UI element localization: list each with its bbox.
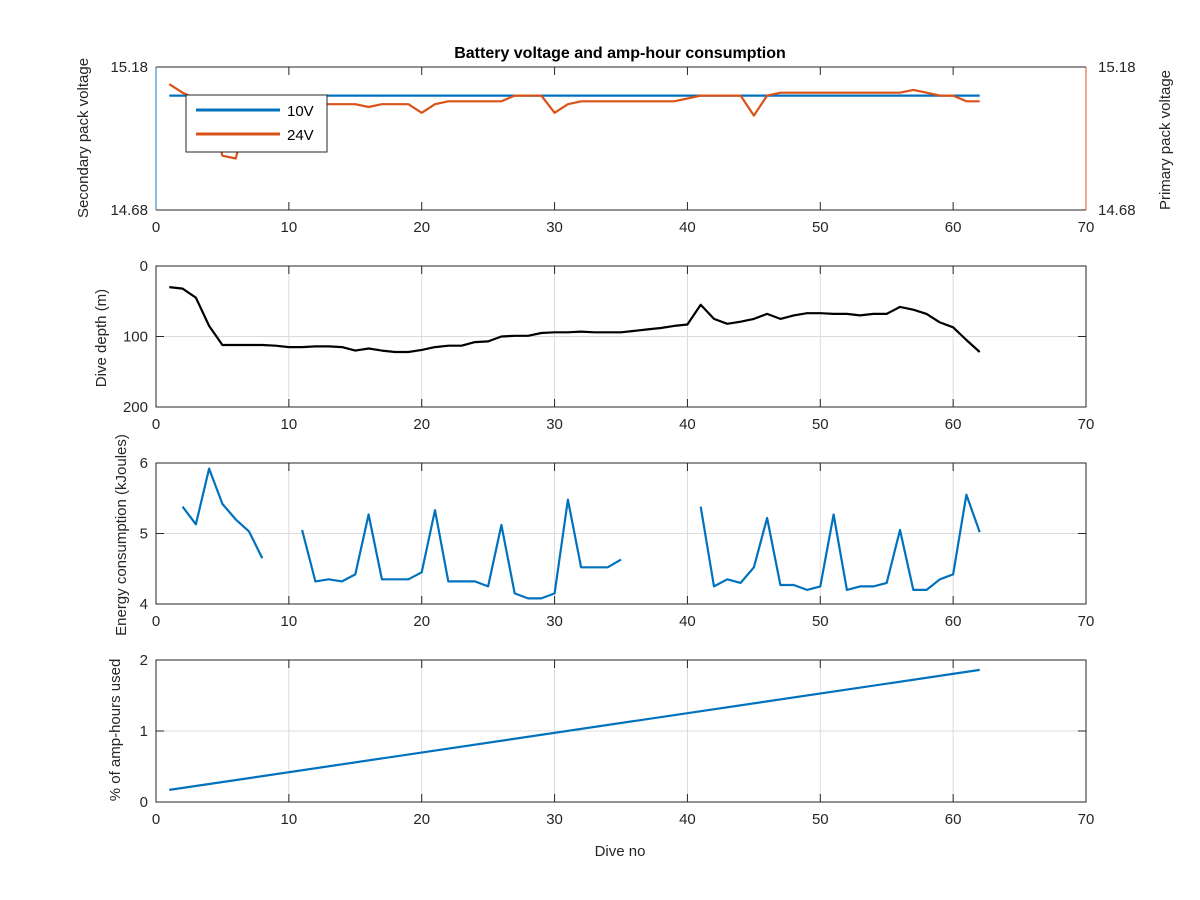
y-right-tick-label: 14.68 — [1098, 202, 1136, 219]
x-tick-label: 20 — [413, 416, 430, 433]
series-line-seg2 — [301, 498, 622, 600]
panel-4: 0 10 20 30 40 50 60 70 0 1 2 — [140, 652, 1095, 828]
x-tick-label: 20 — [413, 613, 430, 630]
legend: 10V 24V — [185, 94, 328, 153]
x-tick-label: 70 — [1078, 219, 1095, 236]
x-tick-label: 10 — [281, 613, 298, 630]
x-tick-label: 50 — [812, 811, 829, 828]
y-tick-label: 0 — [140, 258, 148, 275]
x-tick-label: 0 — [152, 613, 160, 630]
y-tick-label: 100 — [123, 329, 148, 346]
x-tick-label: 30 — [546, 811, 563, 828]
panel-3: 0 10 20 30 40 50 60 70 4 5 6 — [140, 455, 1095, 630]
series-line-seg1 — [181, 467, 264, 559]
y-tick-label: 5 — [140, 526, 148, 543]
y-tick-label: 15.18 — [110, 59, 148, 76]
axes-box — [155, 462, 1087, 605]
x-tick-label: 50 — [812, 416, 829, 433]
x-tick-label: 10 — [281, 219, 298, 236]
x-tick-label: 20 — [413, 219, 430, 236]
x-tick-label: 40 — [679, 219, 696, 236]
x-tick-label: 0 — [152, 811, 160, 828]
ylabel-dive-depth: Dive depth (m) — [93, 289, 110, 387]
axes-box — [155, 265, 1087, 408]
y-tick-label: 2 — [140, 652, 148, 669]
x-tick-label: 0 — [152, 416, 160, 433]
x-tick-label: 60 — [945, 416, 962, 433]
x-tick-label: 70 — [1078, 811, 1095, 828]
y-tick-label: 14.68 — [110, 202, 148, 219]
x-tick-label: 20 — [413, 811, 430, 828]
x-tick-label: 40 — [679, 811, 696, 828]
x-tick-label: 50 — [812, 219, 829, 236]
x-tick-label: 30 — [546, 613, 563, 630]
x-tick-label: 70 — [1078, 613, 1095, 630]
x-tick-label: 30 — [546, 416, 563, 433]
y-tick-label: 1 — [140, 723, 148, 740]
panel-2: 0 10 20 30 40 50 60 70 0 100 200 — [123, 258, 1094, 433]
y-tick-label: 0 — [140, 794, 148, 811]
x-tick-label: 50 — [812, 613, 829, 630]
ylabel-amp-hours: % of amp-hours used — [107, 659, 124, 802]
series-line — [169, 668, 980, 791]
x-tick-label: 10 — [281, 416, 298, 433]
legend-box — [185, 94, 328, 153]
x-tick-label: 60 — [945, 219, 962, 236]
ylabel-secondary-voltage: Secondary pack voltage — [75, 58, 92, 218]
xlabel-dive-no: Dive no — [595, 843, 646, 860]
legend-label-24v: 24V — [287, 127, 314, 144]
axes-box — [155, 659, 1087, 803]
x-tick-label: 0 — [152, 219, 160, 236]
x-tick-label: 40 — [679, 613, 696, 630]
y-right-tick-label: 15.18 — [1098, 59, 1136, 76]
x-tick-label: 40 — [679, 416, 696, 433]
x-tick-label: 70 — [1078, 416, 1095, 433]
ylabel-energy: Energy consumption (kJoules) — [113, 434, 130, 636]
chart-title: Battery voltage and amp-hour consumption — [454, 45, 786, 62]
x-tick-label: 30 — [546, 219, 563, 236]
series-line — [169, 286, 981, 354]
legend-label-10v: 10V — [287, 103, 314, 120]
ylabel-primary-voltage: Primary pack voltage — [1157, 70, 1174, 210]
x-tick-label: 60 — [945, 811, 962, 828]
y-tick-label: 4 — [140, 596, 148, 613]
y-tick-label: 200 — [123, 399, 148, 416]
x-tick-label: 60 — [945, 613, 962, 630]
series-line-seg3 — [699, 493, 981, 592]
x-tick-label: 10 — [281, 811, 298, 828]
y-tick-label: 6 — [140, 455, 148, 472]
